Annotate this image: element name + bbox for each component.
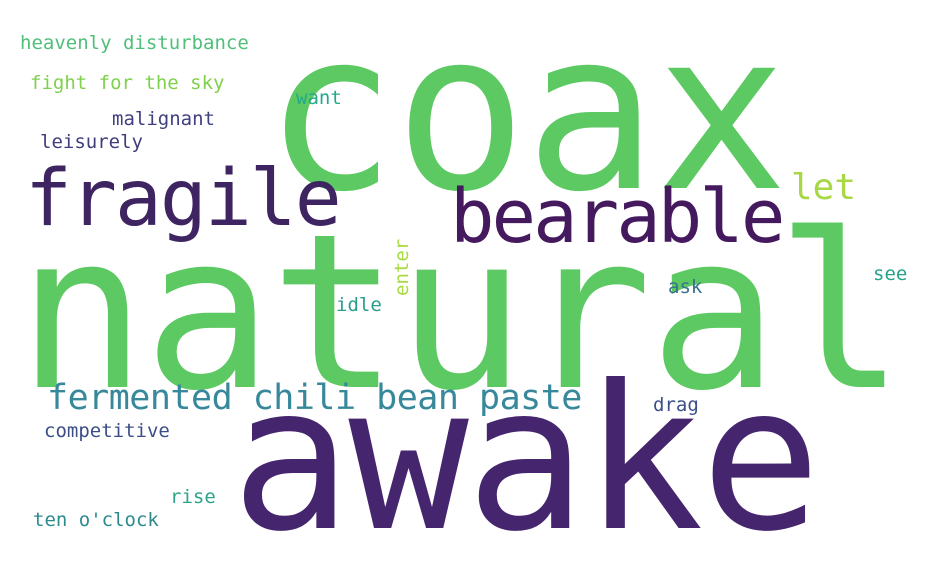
word-malignant: malignant — [112, 108, 215, 130]
word-let: let — [791, 167, 857, 208]
word-enter: enter — [391, 238, 413, 296]
word-rise: rise — [170, 486, 216, 508]
word-coax: coax — [264, 0, 788, 240]
word-leisurely: leisurely — [40, 131, 143, 153]
word-natural: natural — [17, 187, 905, 438]
word-see: see — [873, 263, 908, 285]
word-fermented-chili-bean-paste: fermented chili bean paste — [47, 378, 582, 418]
word-drag: drag — [653, 394, 699, 416]
word-bearable: bearable — [450, 174, 785, 260]
word-awake: awake — [231, 343, 821, 570]
word-idle: idle — [336, 294, 382, 316]
word-heavenly-disturbance: heavenly disturbance — [20, 32, 249, 54]
word-want: want — [296, 87, 342, 109]
word-competitive: competitive — [44, 420, 170, 442]
word-fight-for-the-sky: fight for the sky — [30, 72, 225, 94]
word-ten-oclock: ten o'clock — [33, 509, 159, 531]
word-fragile: fragile — [25, 154, 342, 244]
word-ask: ask — [668, 276, 703, 298]
